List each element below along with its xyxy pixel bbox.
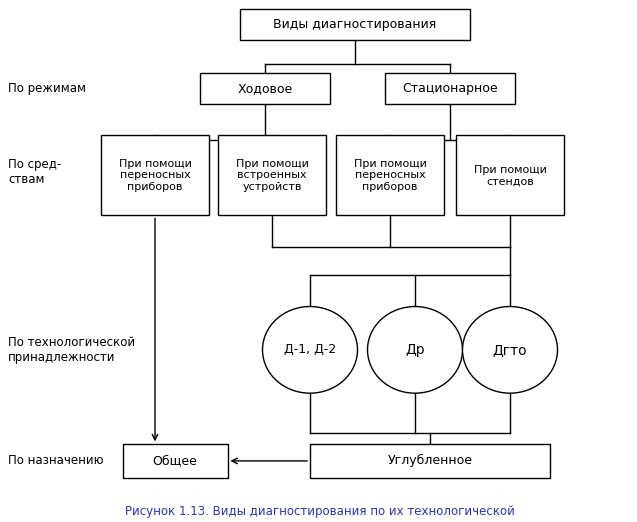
Bar bbox=[456, 136, 564, 216]
Text: По сред-
ствам: По сред- ствам bbox=[8, 158, 61, 186]
Bar bbox=[101, 136, 209, 216]
Text: При помощи
переносных
приборов: При помощи переносных приборов bbox=[354, 159, 426, 192]
Ellipse shape bbox=[262, 306, 357, 393]
Bar bbox=[122, 444, 227, 478]
Text: По режимам: По режимам bbox=[8, 82, 86, 96]
Bar bbox=[240, 9, 470, 40]
Bar bbox=[200, 73, 330, 104]
Text: По технологической
принадлежности: По технологической принадлежности bbox=[8, 336, 135, 364]
Bar bbox=[336, 136, 444, 216]
Text: Д-1, Д-2: Д-1, Д-2 bbox=[284, 343, 336, 357]
Text: При помощи
встроенных
устройств: При помощи встроенных устройств bbox=[236, 159, 308, 192]
Bar bbox=[385, 73, 515, 104]
Ellipse shape bbox=[368, 306, 462, 393]
Text: Др: Др bbox=[405, 343, 425, 357]
Text: При помощи
переносных
приборов: При помощи переносных приборов bbox=[118, 159, 192, 192]
Text: Рисунок 1.13. Виды диагностирования по их технологической
принадлежности.: Рисунок 1.13. Виды диагностирования по и… bbox=[125, 505, 515, 522]
Text: Ходовое: Ходовое bbox=[238, 82, 292, 96]
Text: По назначению: По назначению bbox=[8, 455, 103, 467]
Ellipse shape bbox=[462, 306, 557, 393]
Text: Общее: Общее bbox=[153, 455, 197, 467]
Text: Дгто: Дгто bbox=[492, 343, 527, 357]
Text: Виды диагностирования: Виды диагностирования bbox=[273, 18, 436, 31]
Bar bbox=[310, 444, 550, 478]
Text: Стационарное: Стационарное bbox=[402, 82, 497, 96]
Text: При помощи
стендов: При помощи стендов bbox=[473, 164, 547, 186]
Text: Углубленное: Углубленное bbox=[387, 454, 473, 468]
Bar bbox=[218, 136, 326, 216]
